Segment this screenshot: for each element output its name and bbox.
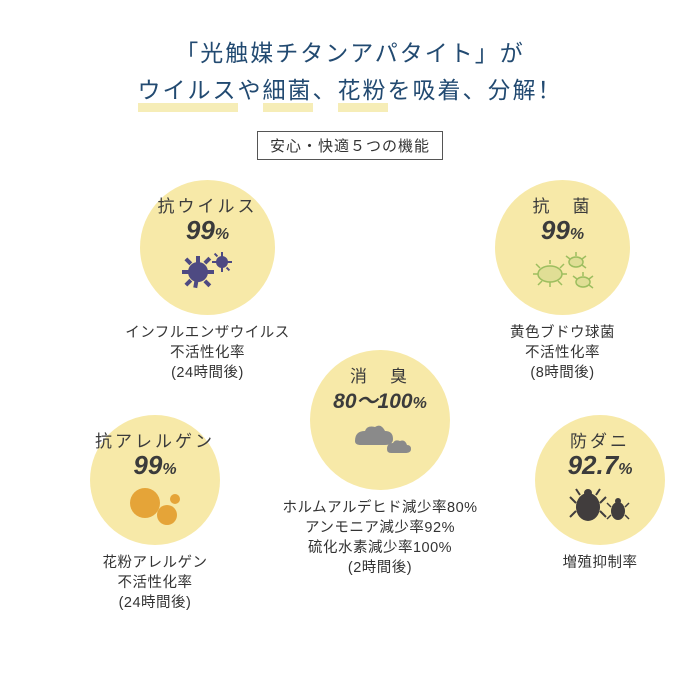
- feature-caption: 花粉アレルゲン不活性化率(24時間後): [60, 553, 250, 614]
- subtitle-box: 安心・快適５つの機能: [257, 131, 443, 160]
- feature-circle: 防ダニ92.7%: [535, 415, 665, 545]
- feature-item: 防ダニ92.7% 増殖抑制率: [505, 415, 695, 573]
- feature-caption: 増殖抑制率: [505, 553, 695, 573]
- feature-percent: 92.7%: [568, 450, 633, 481]
- features-area: 抗ウイルス99% インフルエンザウイルス不活性化率(24時間後)抗 菌99%: [0, 160, 700, 680]
- feature-circle: 消 臭80〜100%: [310, 350, 450, 490]
- bacteria-icon: [528, 250, 598, 299]
- feature-item: 抗ウイルス99% インフルエンザウイルス不活性化率(24時間後): [110, 180, 305, 384]
- feature-caption: ホルムアルデヒド減少率80%アンモニア減少率92%硫化水素減少率100%(2時間…: [280, 498, 480, 579]
- headline-line1: 「光触媒チタンアパタイト」が: [0, 35, 700, 72]
- headline-line2: ウイルスや細菌、花粉を吸着、分解！: [138, 72, 563, 109]
- feature-item: 抗 菌99% 黄色ブドウ球菌不活性化率(8時間後): [465, 180, 660, 384]
- virus-icon: [180, 250, 236, 295]
- feature-caption: インフルエンザウイルス不活性化率(24時間後): [110, 323, 305, 384]
- headline: 「光触媒チタンアパタイト」が ウイルスや細菌、花粉を吸着、分解！: [0, 0, 700, 109]
- feature-item: 消 臭80〜100% ホルムアルデヒド減少率80%アンモニア減少率92%硫化水素…: [280, 350, 480, 579]
- feature-title: 防ダニ: [570, 427, 630, 452]
- highlight-word: 細菌: [263, 72, 313, 109]
- feature-percent: 80〜100%: [333, 385, 427, 415]
- cloud-icon: [345, 419, 415, 462]
- feature-title: 抗ウイルス: [158, 192, 258, 217]
- feature-title: 抗 菌: [533, 192, 593, 217]
- pollen-icon: [125, 485, 185, 536]
- feature-circle: 抗アレルゲン99%: [90, 415, 220, 545]
- feature-percent: 99%: [186, 215, 229, 246]
- highlight-word: 花粉: [338, 72, 388, 109]
- feature-circle: 抗ウイルス99%: [140, 180, 275, 315]
- feature-percent: 99%: [133, 450, 176, 481]
- mite-icon: [568, 485, 632, 530]
- feature-percent: 99%: [541, 215, 584, 246]
- feature-circle: 抗 菌99%: [495, 180, 630, 315]
- feature-title: 消 臭: [350, 362, 410, 387]
- feature-caption: 黄色ブドウ球菌不活性化率(8時間後): [465, 323, 660, 384]
- feature-title: 抗アレルゲン: [95, 427, 215, 452]
- feature-item: 抗アレルゲン99% 花粉アレルゲン不活性化率(24時間後): [60, 415, 250, 614]
- highlight-word: ウイルス: [138, 72, 238, 109]
